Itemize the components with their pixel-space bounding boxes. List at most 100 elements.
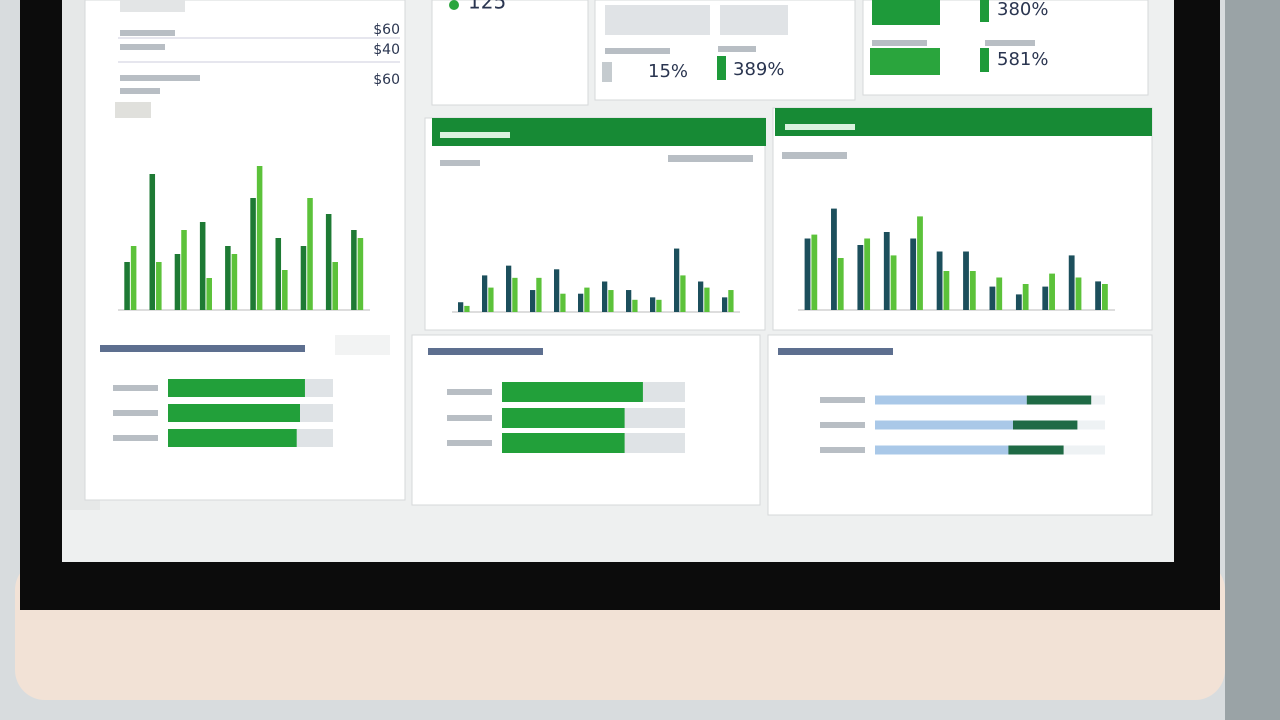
bar bbox=[1075, 277, 1082, 310]
bar bbox=[722, 297, 728, 312]
bar bbox=[181, 230, 187, 310]
bar bbox=[130, 246, 137, 310]
bar bbox=[1049, 273, 1055, 310]
form-value: $60 bbox=[373, 22, 400, 38]
background-shelf bbox=[1225, 0, 1280, 720]
bar bbox=[602, 281, 608, 312]
bar bbox=[969, 271, 976, 310]
bar bbox=[831, 208, 837, 310]
bar bbox=[698, 281, 704, 312]
bar bbox=[917, 216, 923, 310]
bar bbox=[225, 246, 231, 310]
progress-bar bbox=[1013, 420, 1078, 430]
progress-bar bbox=[168, 379, 305, 397]
bar bbox=[231, 254, 238, 310]
bar bbox=[256, 166, 263, 310]
bar bbox=[936, 251, 943, 310]
bar bbox=[282, 270, 288, 310]
progress-bar bbox=[1026, 395, 1092, 405]
bar bbox=[883, 232, 890, 310]
bar bbox=[1068, 255, 1075, 310]
kpi-value: 389% bbox=[733, 59, 784, 80]
bar bbox=[584, 287, 590, 312]
bar bbox=[530, 290, 536, 312]
bar bbox=[837, 258, 844, 310]
row-label bbox=[447, 440, 492, 446]
bar bbox=[307, 198, 313, 310]
bar bbox=[650, 297, 656, 312]
bar bbox=[656, 299, 662, 312]
bar bbox=[989, 286, 996, 310]
bar bbox=[1095, 281, 1101, 310]
progress-bar bbox=[875, 445, 1009, 455]
progress-bar bbox=[168, 404, 300, 422]
progress-bar bbox=[502, 408, 625, 428]
progress-bar bbox=[502, 382, 643, 402]
bar bbox=[536, 277, 542, 312]
row-label bbox=[447, 415, 492, 421]
form-value: $40 bbox=[373, 42, 400, 58]
bar bbox=[357, 238, 364, 310]
bar bbox=[1042, 286, 1049, 310]
bar bbox=[325, 214, 332, 310]
kpi-icon bbox=[980, 48, 989, 72]
bar bbox=[174, 254, 181, 310]
kpi-bar bbox=[872, 0, 940, 25]
kpi-value: 125 bbox=[468, 0, 506, 14]
bar bbox=[943, 271, 950, 310]
bar bbox=[578, 293, 584, 312]
kpi-icon bbox=[717, 56, 726, 80]
bar bbox=[199, 222, 206, 310]
bar bbox=[506, 265, 512, 312]
status-dot bbox=[449, 0, 459, 10]
row-label bbox=[113, 385, 158, 391]
bar bbox=[464, 305, 470, 312]
progress-bar bbox=[168, 429, 297, 447]
bar bbox=[482, 275, 488, 312]
bar bbox=[804, 238, 811, 310]
chart-panel bbox=[772, 107, 1153, 331]
bar bbox=[275, 238, 282, 310]
bar bbox=[488, 287, 494, 312]
bar bbox=[512, 277, 518, 312]
bar bbox=[890, 255, 897, 310]
kpi-value: 15% bbox=[648, 61, 688, 82]
bar bbox=[626, 290, 632, 312]
progress-bar bbox=[875, 420, 1013, 430]
bar bbox=[554, 269, 560, 312]
row-label bbox=[113, 410, 158, 416]
form-value: $60 bbox=[373, 72, 400, 88]
illegible-labels bbox=[100, 0, 1035, 355]
bar bbox=[1015, 294, 1022, 310]
bar bbox=[458, 302, 464, 312]
bar bbox=[632, 299, 638, 312]
row-label bbox=[820, 447, 865, 453]
bar bbox=[332, 262, 338, 310]
bar bbox=[857, 245, 864, 310]
bar bbox=[1022, 284, 1029, 310]
bar bbox=[608, 290, 614, 312]
kpi-bar bbox=[870, 48, 940, 75]
count-card bbox=[431, 0, 589, 106]
row-label bbox=[447, 389, 492, 395]
bar bbox=[680, 275, 686, 312]
progress-bar bbox=[1008, 445, 1064, 455]
row-label bbox=[113, 435, 158, 441]
bar bbox=[963, 251, 969, 310]
bar bbox=[156, 262, 162, 310]
bar bbox=[704, 287, 710, 312]
bar bbox=[351, 230, 357, 310]
bar bbox=[149, 174, 156, 310]
kpi-icon bbox=[980, 0, 989, 22]
row-label bbox=[820, 422, 865, 428]
progress-bar bbox=[502, 433, 625, 453]
bar bbox=[250, 198, 256, 310]
kpi-value: 380% bbox=[997, 0, 1048, 20]
bar bbox=[674, 248, 680, 312]
row-label bbox=[820, 397, 865, 403]
bar bbox=[910, 238, 917, 310]
bar bbox=[864, 238, 871, 310]
panel-header bbox=[775, 108, 1152, 136]
